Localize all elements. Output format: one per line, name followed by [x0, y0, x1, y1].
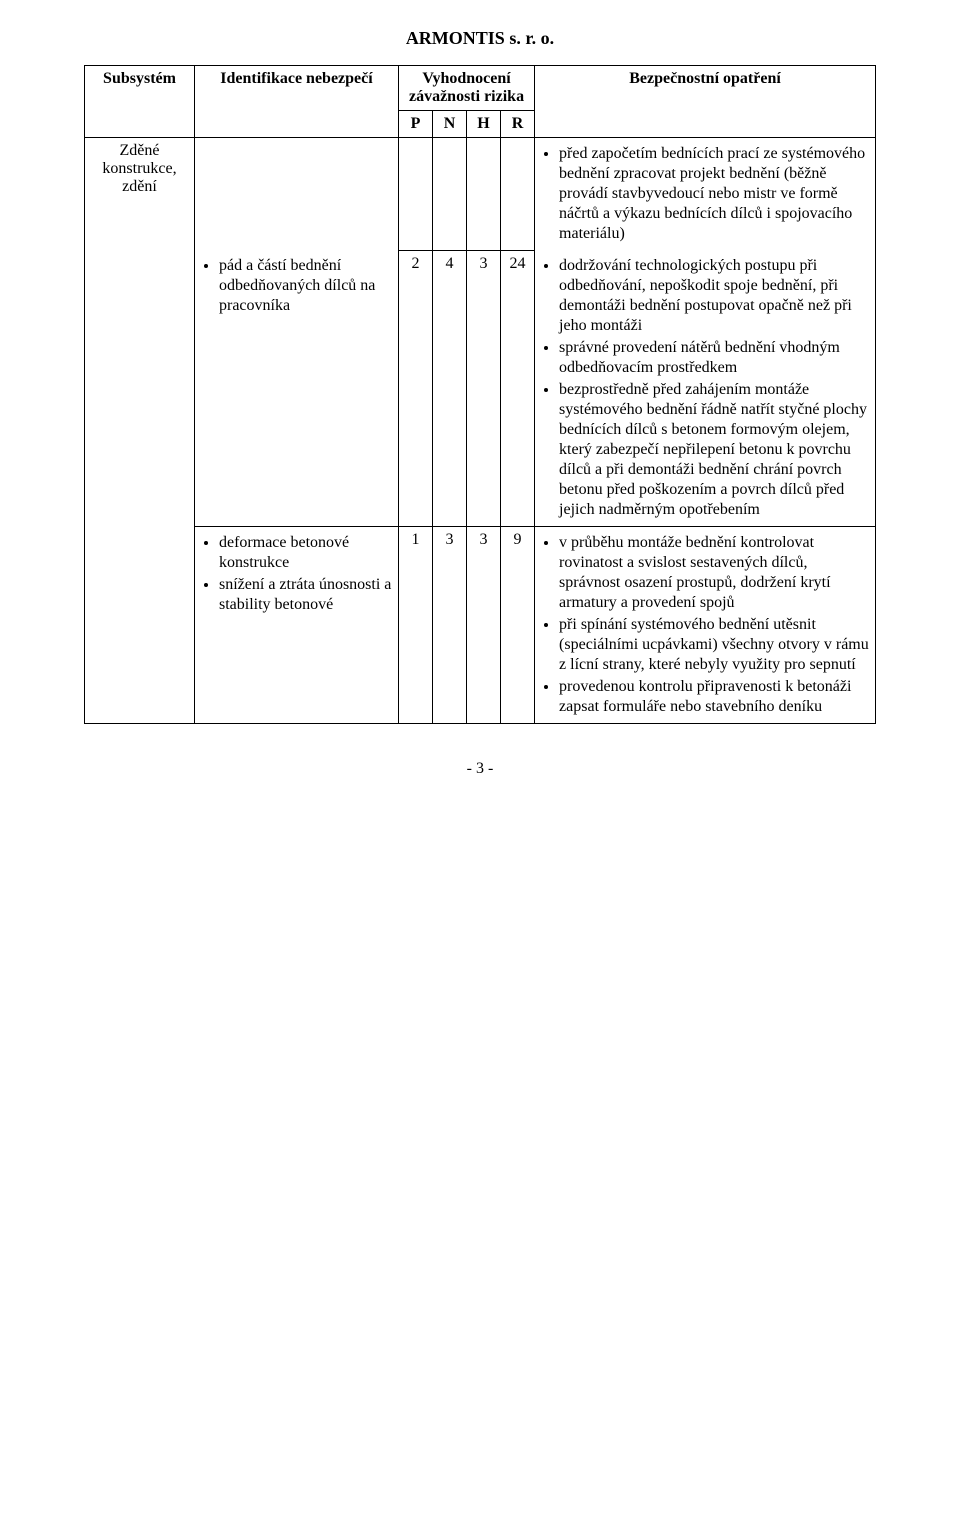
cell-h: 3: [467, 527, 501, 724]
cell-h: 3: [467, 250, 501, 527]
cell-subsystem: Zděné konstrukce, zdění: [85, 138, 195, 724]
cell-h: [467, 138, 501, 251]
list-item: při spínání systémového bednění utěsnit …: [559, 615, 869, 675]
cell-n: 3: [433, 527, 467, 724]
measures-list: v průběhu montáže bednění kontrolovat ro…: [541, 533, 869, 717]
cell-n: 4: [433, 250, 467, 527]
cell-p: 1: [399, 527, 433, 724]
table-header-row: Subsystém Identifikace nebezpečí Vyhodno…: [85, 66, 876, 111]
cell-p: 2: [399, 250, 433, 527]
cell-n: [433, 138, 467, 251]
page: ARMONTIS s. r. o. Subsystém Identifikace…: [0, 0, 960, 818]
col-subsystem: Subsystém: [85, 66, 195, 138]
document-header: ARMONTIS s. r. o.: [84, 28, 876, 49]
col-h: H: [467, 111, 501, 138]
list-item: provedenou kontrolu připravenosti k beto…: [559, 677, 869, 717]
table-row: pád a částí bednění odbedňovaných dílců …: [85, 250, 876, 527]
list-item: deformace betonové konstrukce: [219, 533, 392, 573]
list-item: snížení a ztráta únosnosti a stability b…: [219, 575, 392, 615]
cell-ident: deformace betonové konstrukce snížení a …: [195, 527, 399, 724]
measures-list: dodržování technologických postupu při o…: [541, 256, 869, 520]
list-item: dodržování technologických postupu při o…: [559, 256, 869, 336]
col-measures: Bezpečnostní opatření: [535, 66, 876, 138]
risk-table: Subsystém Identifikace nebezpečí Vyhodno…: [84, 65, 876, 724]
ident-list: pád a částí bednění odbedňovaných dílců …: [201, 256, 392, 316]
col-r: R: [501, 111, 535, 138]
list-item: před započetím bednících prací ze systém…: [559, 144, 869, 244]
cell-measures: v průběhu montáže bednění kontrolovat ro…: [535, 527, 876, 724]
cell-measures: dodržování technologických postupu při o…: [535, 250, 876, 527]
col-identification: Identifikace nebezpečí: [195, 66, 399, 138]
col-n: N: [433, 111, 467, 138]
page-footer: - 3 -: [84, 760, 876, 778]
table-row: Zděné konstrukce, zdění před započetím b…: [85, 138, 876, 251]
cell-r: 24: [501, 250, 535, 527]
cell-ident: pád a částí bednění odbedňovaných dílců …: [195, 250, 399, 527]
list-item: pád a částí bednění odbedňovaných dílců …: [219, 256, 392, 316]
list-item: v průběhu montáže bednění kontrolovat ro…: [559, 533, 869, 613]
table-row: deformace betonové konstrukce snížení a …: [85, 527, 876, 724]
list-item: bezprostředně před zahájením montáže sys…: [559, 380, 869, 520]
cell-r: [501, 138, 535, 251]
ident-list: deformace betonové konstrukce snížení a …: [201, 533, 392, 615]
list-item: správné provedení nátěrů bednění vhodným…: [559, 338, 869, 378]
cell-ident: [195, 138, 399, 251]
cell-p: [399, 138, 433, 251]
cell-measures: před započetím bednících prací ze systém…: [535, 138, 876, 251]
col-evaluation: Vyhodnocení závažnosti rizika: [399, 66, 535, 111]
col-p: P: [399, 111, 433, 138]
measures-list: před započetím bednících prací ze systém…: [541, 144, 869, 244]
cell-r: 9: [501, 527, 535, 724]
